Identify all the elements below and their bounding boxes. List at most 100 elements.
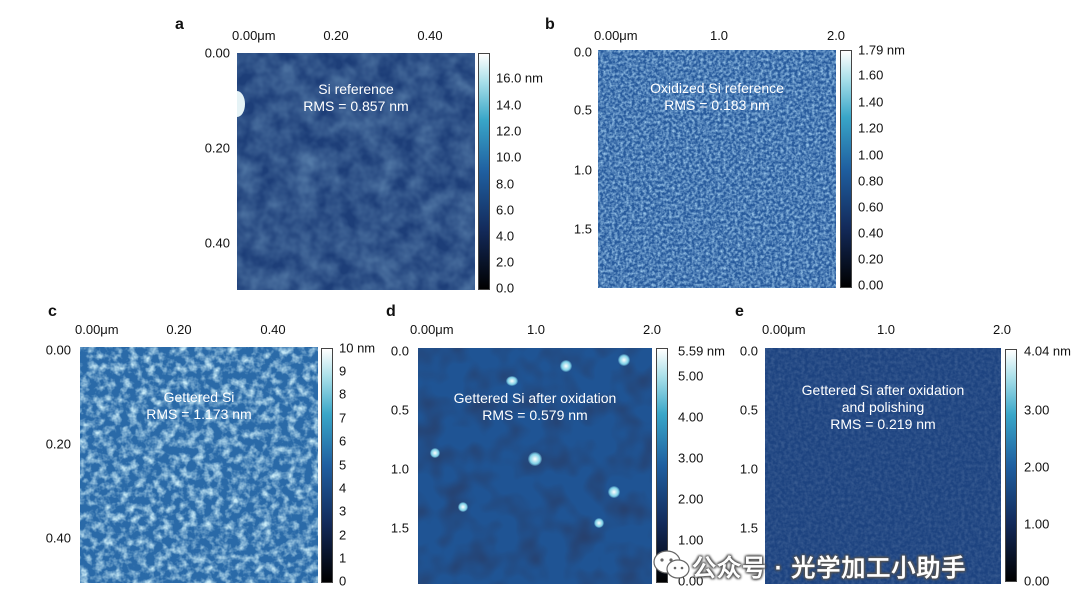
panel-c-caption-line1: Gettered Si — [163, 389, 235, 405]
colorbar-c-label-7: 3 — [339, 503, 347, 519]
afm-texture-a — [237, 53, 475, 290]
panel-e-caption: Gettered Si after oxidation and polishin… — [765, 382, 1001, 433]
colorbar-a — [478, 53, 490, 290]
panel-e-xtick-0: 0.00μm — [762, 322, 806, 337]
panel-a-ytick-1: 0.20 — [204, 140, 230, 156]
afm-image-c: Gettered Si RMS = 1.173 nm — [80, 347, 318, 583]
panel-a-caption: Si reference RMS = 0.857 nm — [237, 81, 475, 115]
panel-e-caption-line3: RMS = 0.219 nm — [830, 416, 936, 432]
panel-a-xtick-1: 0.20 — [323, 28, 349, 43]
panel-d-letter: d — [386, 303, 396, 320]
colorbar-c-label-5: 5 — [339, 457, 347, 473]
panel-d-xtick-1: 1.0 — [526, 322, 546, 337]
afm-image-b: Oxidized Si reference RMS = 0.183 nm — [598, 50, 836, 288]
panel-b-letter: b — [545, 16, 555, 33]
colorbar-a-label-3: 10.0 — [496, 149, 522, 165]
panel-c-xtick-1: 0.20 — [166, 322, 192, 337]
colorbar-d-label-2: 4.00 — [678, 409, 704, 425]
afm-bright-spot-7 — [594, 518, 604, 528]
afm-image-a: Si reference RMS = 0.857 nm — [237, 53, 475, 290]
panel-a-ytick-0: 0.00 — [204, 45, 230, 61]
panel-d-xtick-2: 2.0 — [642, 322, 662, 337]
panel-e-ytick-1: 0.5 — [739, 402, 758, 418]
colorbar-a-label-5: 6.0 — [496, 202, 515, 218]
afm-texture-b — [598, 50, 836, 288]
afm-texture-c — [80, 347, 318, 583]
panel-b-ytick-2: 1.0 — [573, 162, 592, 178]
afm-particle-a — [237, 91, 245, 117]
afm-bright-spot-4 — [608, 486, 620, 498]
panel-e-caption-line1: Gettered Si after oxidation — [801, 382, 965, 398]
colorbar-d-label-3: 3.00 — [678, 450, 704, 466]
panel-d-caption: Gettered Si after oxidation RMS = 0.579 … — [418, 390, 652, 424]
afm-image-d: Gettered Si after oxidation RMS = 0.579 … — [418, 348, 652, 584]
panel-c-caption: Gettered Si RMS = 1.173 nm — [80, 389, 318, 423]
watermark-text: 公众号 · 光学加工小助手 — [692, 554, 967, 582]
colorbar-b-label-7: 0.40 — [858, 225, 884, 241]
colorbar-d-label-4: 2.00 — [678, 491, 704, 507]
colorbar-c-label-3: 7 — [339, 410, 347, 426]
panel-b-xtick-2: 2.0 — [826, 28, 846, 43]
watermark: 公众号 · 光学加工小助手 — [652, 545, 966, 585]
panel-d-xtick-0: 0.00μm — [410, 322, 454, 337]
afm-texture-d — [418, 348, 652, 584]
afm-bright-spot-6 — [430, 448, 440, 458]
colorbar-b-label-3: 1.20 — [858, 120, 884, 136]
colorbar-b-label-2: 1.40 — [858, 94, 884, 110]
panel-e-xtick-1: 1.0 — [876, 322, 896, 337]
afm-bright-spot-8 — [618, 354, 630, 366]
panel-a-caption-line2: RMS = 0.857 nm — [303, 98, 409, 114]
panel-c-xtick-0: 0.00μm — [75, 322, 119, 337]
panel-b-xtick-1: 1.0 — [709, 28, 729, 43]
colorbar-c-label-4: 6 — [339, 433, 347, 449]
panel-b-xtick-0: 0.00μm — [594, 28, 638, 43]
colorbar-e-label-3: 1.00 — [1024, 516, 1050, 532]
panel-d-caption-line1: Gettered Si after oxidation — [453, 390, 617, 406]
colorbar-c-label-9: 1 — [339, 550, 347, 566]
colorbar-c-label-2: 8 — [339, 386, 347, 402]
panel-e-caption-line2: and polishing — [841, 399, 925, 415]
panel-d-ytick-3: 1.5 — [390, 520, 409, 536]
colorbar-a-label-0: 16.0 nm — [496, 70, 543, 86]
colorbar-d-label-1: 5.00 — [678, 368, 704, 384]
panel-e-xtick-2: 2.0 — [992, 322, 1012, 337]
colorbar-b-label-0: 1.79 nm — [858, 42, 905, 58]
panel-e-letter: e — [735, 303, 744, 320]
colorbar-b-label-5: 0.80 — [858, 173, 884, 189]
colorbar-e-label-2: 2.00 — [1024, 459, 1050, 475]
colorbar-a-label-8: 0.0 — [496, 280, 515, 296]
colorbar-a-label-2: 12.0 — [496, 123, 522, 139]
colorbar-a-label-1: 14.0 — [496, 97, 522, 113]
panel-d-caption-line2: RMS = 0.579 nm — [482, 407, 588, 423]
colorbar-e-label-0: 4.04 nm — [1024, 343, 1071, 359]
colorbar-b-label-1: 1.60 — [858, 67, 884, 83]
panel-b-caption: Oxidized Si reference RMS = 0.183 nm — [598, 80, 836, 114]
colorbar-d-label-0: 5.59 nm — [678, 343, 725, 359]
colorbar-e-label-1: 3.00 — [1024, 402, 1050, 418]
panel-b-ytick-1: 0.5 — [573, 102, 592, 118]
panel-a-ytick-2: 0.40 — [204, 235, 230, 251]
colorbar-a-label-6: 4.0 — [496, 228, 515, 244]
panel-d-ytick-1: 0.5 — [390, 402, 409, 418]
afm-bright-spot-2 — [506, 376, 518, 386]
panel-c-ytick-1: 0.20 — [45, 436, 71, 452]
colorbar-c-label-8: 2 — [339, 527, 347, 543]
colorbar-b-label-8: 0.20 — [858, 251, 884, 267]
panel-b-caption-line1: Oxidized Si reference — [650, 80, 784, 96]
colorbar-a-label-4: 8.0 — [496, 176, 515, 192]
colorbar-c-label-6: 4 — [339, 480, 347, 496]
afm-bright-spot-5 — [458, 502, 468, 512]
colorbar-a-label-7: 2.0 — [496, 254, 515, 270]
panel-a-letter: a — [175, 16, 184, 33]
afm-texture-e — [765, 348, 1001, 584]
colorbar-b-label-9: 0.00 — [858, 277, 884, 293]
panel-e-ytick-0: 0.0 — [739, 343, 758, 359]
panel-e-ytick-2: 1.0 — [739, 461, 758, 477]
panel-e-ytick-3: 1.5 — [739, 520, 758, 536]
colorbar-d-label-6: 0.00 — [678, 573, 704, 589]
colorbar-b — [840, 50, 852, 288]
colorbar-c-label-10: 0 — [339, 573, 347, 589]
panel-d-ytick-0: 0.0 — [390, 343, 409, 359]
panel-c-ytick-2: 0.40 — [45, 530, 71, 546]
colorbar-e-label-4: 0.00 — [1024, 573, 1050, 589]
